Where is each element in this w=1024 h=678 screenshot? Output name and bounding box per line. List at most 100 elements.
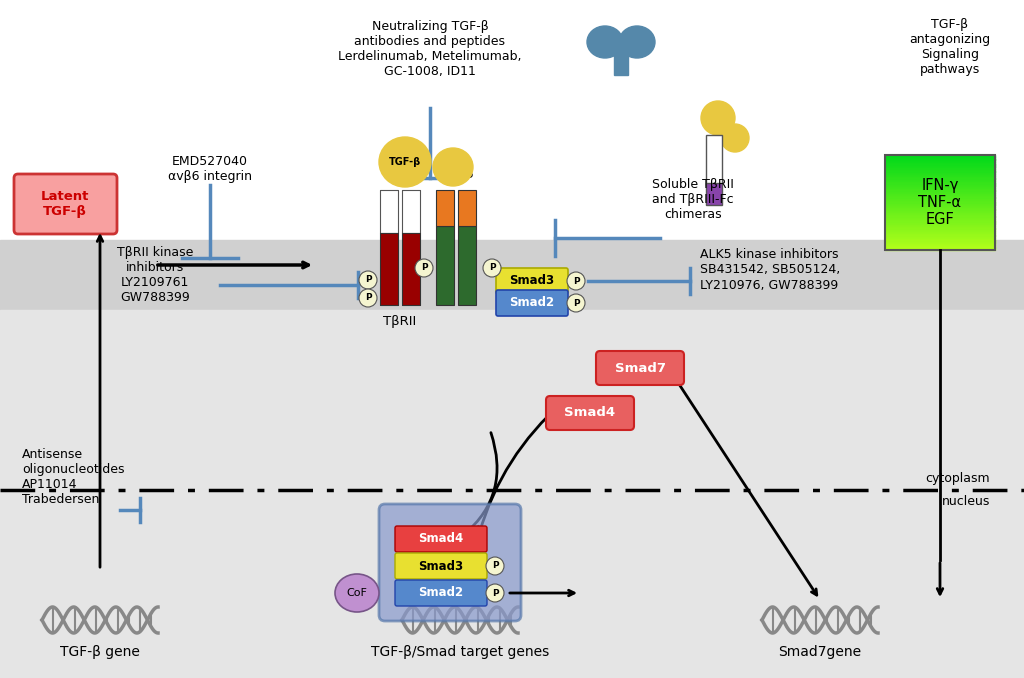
Text: P: P <box>492 589 499 597</box>
Text: TβRII: TβRII <box>383 315 417 328</box>
Text: ALK5 kinase inhibitors
SB431542, SB505124,
LY210976, GW788399: ALK5 kinase inhibitors SB431542, SB50512… <box>700 249 841 292</box>
Circle shape <box>486 584 504 602</box>
Bar <box>885 185 995 188</box>
Bar <box>458 226 476 305</box>
FancyBboxPatch shape <box>496 290 568 316</box>
Text: TβRII kinase
inhibitors
LY2109761
GW788399: TβRII kinase inhibitors LY2109761 GW7883… <box>117 246 194 304</box>
Text: TGF-β gene: TGF-β gene <box>60 645 140 659</box>
Ellipse shape <box>618 26 655 58</box>
Text: TGF-β: TGF-β <box>389 157 421 167</box>
Bar <box>885 226 995 228</box>
Bar <box>885 159 995 162</box>
Bar <box>0 0 1024 310</box>
Ellipse shape <box>701 101 735 135</box>
Bar <box>885 164 995 167</box>
Text: P: P <box>365 275 372 285</box>
Text: Smad7gene: Smad7gene <box>778 645 861 659</box>
Text: P: P <box>572 298 580 308</box>
Text: P: P <box>365 294 372 302</box>
FancyBboxPatch shape <box>395 526 487 552</box>
Circle shape <box>359 271 377 289</box>
Bar <box>885 245 995 247</box>
Text: Soluble TβRII
and TβRIII-Fc
chimeras: Soluble TβRII and TβRIII-Fc chimeras <box>652 178 734 221</box>
Bar <box>380 190 398 285</box>
Text: cytoplasm: cytoplasm <box>926 472 990 485</box>
Bar <box>885 233 995 236</box>
Text: P: P <box>421 264 427 273</box>
Circle shape <box>483 259 501 277</box>
Bar <box>885 169 995 172</box>
Bar <box>885 155 995 157</box>
Bar <box>885 176 995 179</box>
Ellipse shape <box>335 574 379 612</box>
Bar <box>458 190 476 226</box>
Bar <box>436 226 454 305</box>
Bar <box>380 233 398 305</box>
Bar <box>885 161 995 165</box>
FancyBboxPatch shape <box>395 553 487 579</box>
Circle shape <box>567 294 585 312</box>
Bar <box>380 190 398 305</box>
Text: Smad4: Smad4 <box>419 532 464 546</box>
Bar <box>885 190 995 193</box>
Bar <box>380 190 398 233</box>
Bar <box>402 190 420 233</box>
Bar <box>885 207 995 210</box>
Text: Smad4: Smad4 <box>564 407 615 420</box>
Bar <box>885 195 995 198</box>
Ellipse shape <box>379 137 431 187</box>
Bar <box>402 190 420 305</box>
Bar <box>436 190 454 226</box>
Text: ALK-5: ALK-5 <box>437 168 474 181</box>
Bar <box>885 228 995 231</box>
Bar <box>885 204 995 207</box>
Text: Smad2: Smad2 <box>419 586 464 599</box>
Ellipse shape <box>587 26 623 58</box>
Bar <box>885 174 995 176</box>
Bar <box>885 193 995 195</box>
Bar <box>885 199 995 203</box>
Bar <box>885 242 995 245</box>
FancyBboxPatch shape <box>14 174 117 234</box>
Text: Antisense
oligonucleotides
AP11014
Trabedersen: Antisense oligonucleotides AP11014 Trabe… <box>22 448 125 506</box>
Bar <box>885 202 995 205</box>
Text: Smad7: Smad7 <box>614 361 666 374</box>
Bar <box>885 240 995 243</box>
Text: IFN-γ
TNF-α
EGF: IFN-γ TNF-α EGF <box>919 178 962 227</box>
Bar <box>885 223 995 226</box>
Bar <box>885 180 995 184</box>
Bar <box>706 135 722 185</box>
Bar <box>706 183 722 205</box>
Bar <box>885 212 995 214</box>
Bar <box>402 233 420 305</box>
Text: P: P <box>492 561 499 570</box>
Bar <box>885 155 995 250</box>
Text: TGF-β/Smad target genes: TGF-β/Smad target genes <box>371 645 549 659</box>
Text: P: P <box>488 264 496 273</box>
Bar <box>885 216 995 219</box>
Text: Latent
TGF-β: Latent TGF-β <box>41 190 89 218</box>
FancyBboxPatch shape <box>496 268 568 294</box>
Text: EMD527040
αvβ6 integrin: EMD527040 αvβ6 integrin <box>168 155 252 183</box>
Bar <box>885 197 995 200</box>
Circle shape <box>567 272 585 290</box>
Bar <box>885 183 995 186</box>
Circle shape <box>415 259 433 277</box>
Ellipse shape <box>721 124 749 152</box>
Bar <box>0 240 1024 310</box>
Bar <box>885 171 995 174</box>
Bar <box>402 190 420 285</box>
Circle shape <box>486 557 504 575</box>
FancyBboxPatch shape <box>546 396 634 430</box>
Text: CoF: CoF <box>346 588 368 598</box>
Text: Smad2: Smad2 <box>509 296 555 309</box>
Bar <box>885 235 995 238</box>
Text: P: P <box>572 277 580 285</box>
Bar <box>0 310 1024 678</box>
Circle shape <box>359 289 377 307</box>
Bar <box>885 218 995 222</box>
Bar <box>885 247 995 250</box>
FancyBboxPatch shape <box>395 580 487 606</box>
Bar <box>885 178 995 181</box>
Ellipse shape <box>433 148 473 186</box>
